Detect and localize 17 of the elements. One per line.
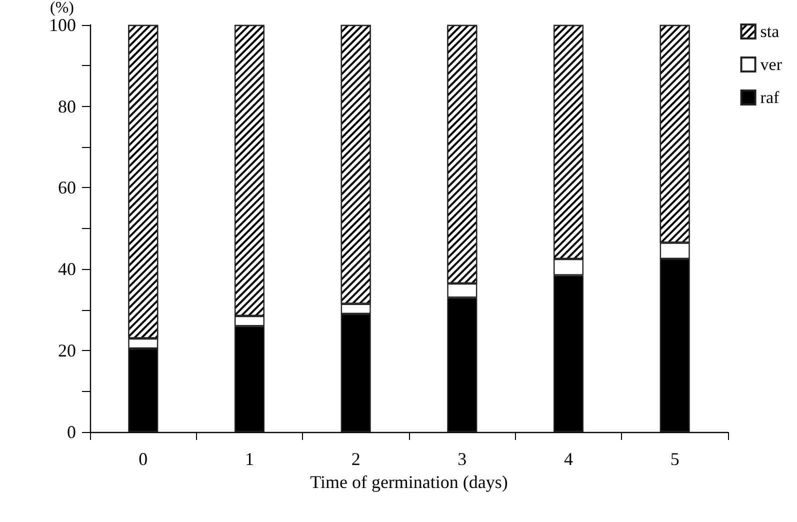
- legend-label: raf: [760, 88, 780, 107]
- y-axis-title: (%): [50, 0, 74, 16]
- y-tick-label: 100: [49, 14, 76, 35]
- x-tick-label: 3: [458, 449, 467, 469]
- legend-label: sta: [760, 22, 780, 41]
- y-tick-label: 60: [58, 178, 76, 198]
- x-tick-label: 5: [670, 449, 680, 469]
- y-tick-label: 20: [58, 340, 76, 361]
- y-tick-label: 0: [67, 422, 76, 442]
- y-tick-label: 80: [58, 96, 76, 116]
- y-tick-label: 40: [58, 259, 76, 280]
- x-tick-label: 4: [564, 449, 573, 469]
- x-tick-label: 1: [245, 449, 254, 469]
- x-tick-label: 0: [138, 449, 148, 469]
- x-tick-label: 2: [351, 449, 360, 469]
- legend-label: ver: [760, 55, 782, 74]
- x-axis-title: Time of germination (days): [310, 472, 508, 492]
